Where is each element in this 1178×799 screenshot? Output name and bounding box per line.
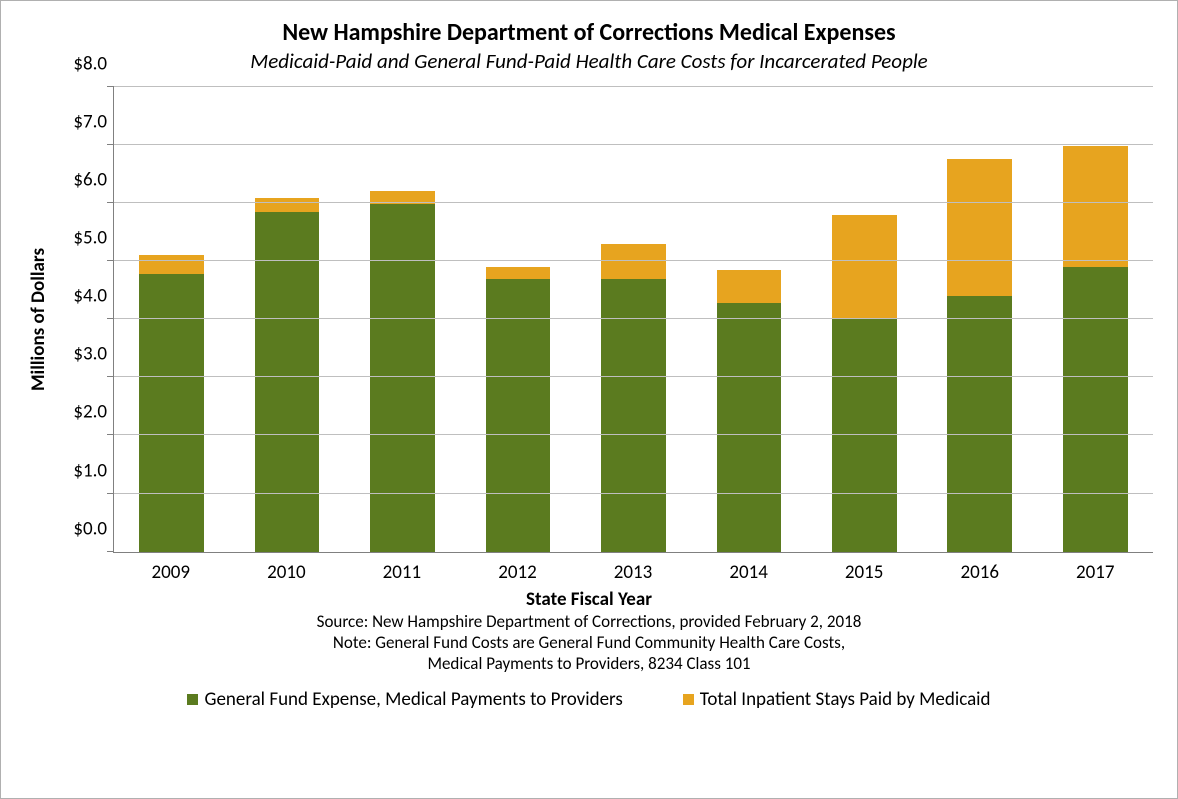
x-tick-label: 2012 — [460, 553, 576, 584]
x-tick-label: 2011 — [344, 553, 460, 584]
grid-line — [114, 260, 1153, 261]
y-tick-mark — [107, 86, 114, 87]
grid-line — [114, 144, 1153, 145]
bar-segment — [1063, 146, 1128, 267]
bar — [1063, 146, 1128, 552]
legend-item: General Fund Expense, Medical Payments t… — [187, 688, 622, 711]
grid-line — [114, 376, 1153, 377]
y-tick-mark — [107, 260, 114, 261]
bar — [486, 267, 551, 552]
bar — [370, 191, 435, 551]
bar — [832, 215, 897, 552]
x-tick-label: 2015 — [806, 553, 922, 584]
x-axis-ticks: 200920102011201220132014201520162017 — [113, 553, 1153, 584]
chart-notes: Source: New Hampshire Department of Corr… — [25, 611, 1153, 675]
x-tick-label: 2009 — [113, 553, 229, 584]
bar-slot — [576, 87, 691, 552]
legend-swatch — [683, 694, 694, 705]
chart-subtitle: Medicaid-Paid and General Fund-Paid Heal… — [25, 49, 1153, 73]
bar-slot — [345, 87, 460, 552]
legend-swatch — [187, 694, 198, 705]
grid-line — [114, 318, 1153, 319]
bar-segment — [601, 279, 666, 552]
bar-slot — [1038, 87, 1153, 552]
y-tick-mark — [107, 202, 114, 203]
bar-segment — [370, 204, 435, 552]
legend-label: General Fund Expense, Medical Payments t… — [204, 688, 622, 711]
bar-slot — [691, 87, 806, 552]
grid-line — [114, 493, 1153, 494]
note-source: Source: New Hampshire Department of Corr… — [25, 611, 1153, 632]
legend: General Fund Expense, Medical Payments t… — [25, 688, 1153, 711]
grid-line — [114, 86, 1153, 87]
grid-line — [114, 434, 1153, 435]
bar — [139, 255, 204, 551]
bar-segment — [486, 279, 551, 552]
grid-line — [114, 202, 1153, 203]
bar — [601, 244, 666, 552]
x-tick-label: 2014 — [691, 553, 807, 584]
y-tick-mark — [107, 551, 114, 552]
bar-slot — [922, 87, 1037, 552]
bar-segment — [139, 255, 204, 274]
bar-segment — [255, 212, 320, 552]
bar-slot — [229, 87, 344, 552]
bar-segment — [255, 198, 320, 211]
y-tick-label: $8.0 — [73, 52, 107, 75]
x-tick-label: 2017 — [1038, 553, 1154, 584]
y-tick-mark — [107, 144, 114, 145]
y-axis-label-col: Millions of Dollars — [25, 87, 53, 552]
bar-segment — [1063, 267, 1128, 552]
bar-segment — [139, 274, 204, 552]
y-axis-ticks: $0.0$1.0$2.0$3.0$4.0$5.0$6.0$7.0$8.0 — [53, 87, 113, 552]
y-tick-label: $6.0 — [73, 168, 107, 191]
legend-label: Total Inpatient Stays Paid by Medicaid — [700, 688, 991, 711]
y-tick-label: $0.0 — [73, 517, 107, 540]
x-axis-label: State Fiscal Year — [25, 588, 1153, 611]
x-tick-label: 2013 — [575, 553, 691, 584]
bar-segment — [717, 303, 782, 552]
y-tick-label: $1.0 — [73, 459, 107, 482]
bar-segment — [947, 159, 1012, 296]
plot-area — [113, 87, 1153, 553]
y-tick-mark — [107, 318, 114, 319]
y-tick-label: $7.0 — [73, 110, 107, 133]
y-tick-label: $4.0 — [73, 285, 107, 308]
y-tick-label: $2.0 — [73, 401, 107, 424]
bars-layer — [114, 87, 1153, 552]
y-tick-label: $5.0 — [73, 227, 107, 250]
bar-slot — [460, 87, 575, 552]
legend-item: Total Inpatient Stays Paid by Medicaid — [683, 688, 991, 711]
note-line-1: Note: General Fund Costs are General Fun… — [25, 632, 1153, 653]
bar-segment — [601, 244, 666, 279]
chart-title: New Hampshire Department of Corrections … — [25, 19, 1153, 47]
x-tick-label: 2010 — [229, 553, 345, 584]
bar-segment — [832, 319, 897, 552]
y-tick-label: $3.0 — [73, 343, 107, 366]
bar — [255, 198, 320, 551]
bar-segment — [947, 296, 1012, 552]
chart-frame: New Hampshire Department of Corrections … — [0, 0, 1178, 799]
bar-segment — [832, 215, 897, 320]
y-axis-label: Millions of Dollars — [28, 248, 51, 391]
y-tick-mark — [107, 493, 114, 494]
plot-wrap: Millions of Dollars $0.0 $1.0 $2.0 $3.0 $4.0… — [25, 87, 1153, 553]
bar-segment — [717, 270, 782, 303]
y-tick-mark — [107, 376, 114, 377]
x-tick-label: 2016 — [922, 553, 1038, 584]
y-tick-mark — [107, 434, 114, 435]
bar-segment — [486, 267, 551, 279]
bar-slot — [114, 87, 229, 552]
bar-slot — [807, 87, 922, 552]
note-line-2: Medical Payments to Providers, 8234 Clas… — [25, 653, 1153, 674]
bar — [717, 270, 782, 551]
